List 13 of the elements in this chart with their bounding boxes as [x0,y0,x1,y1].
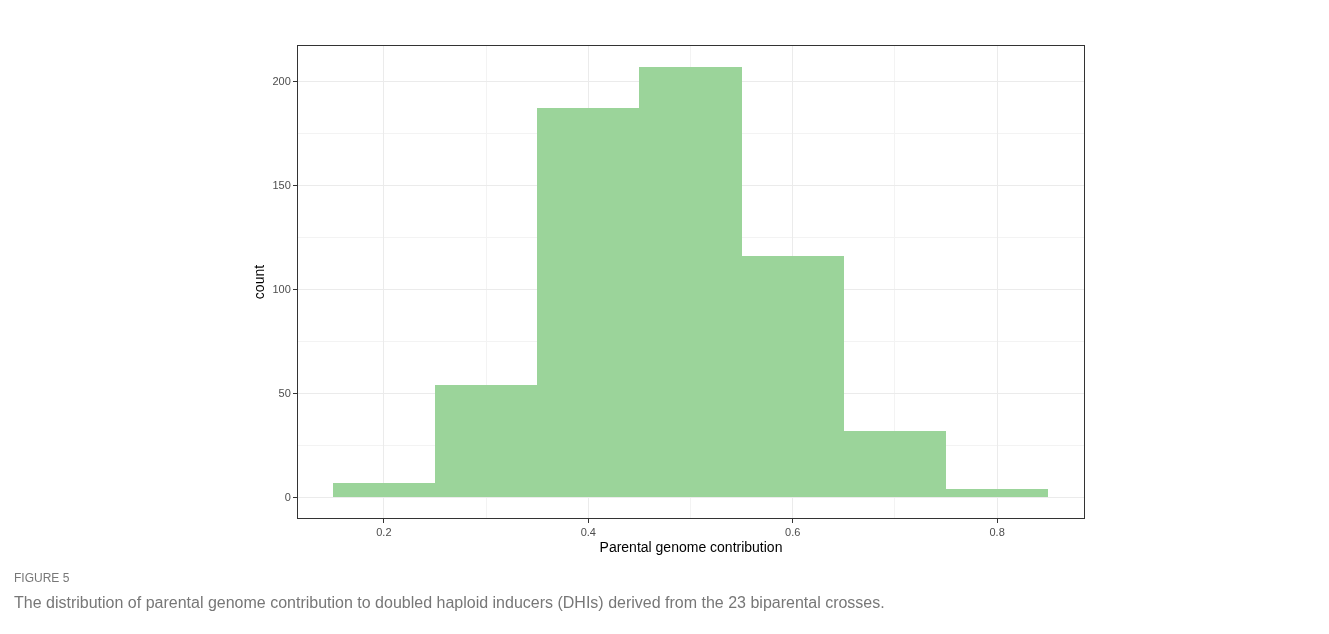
x-axis-title: Parental genome contribution [599,538,783,555]
caption: FIGURE 5 [14,571,70,585]
y-tick-label: 0 [284,491,291,504]
x-tick-label: 0.2 [376,526,392,539]
y-axis-title: count [251,264,268,300]
text: The distribution of parental genome contribution to doubled haploid inducers (DHIs) derived from the 23 biparental crosses. [14,594,885,611]
y-tick-label: 150 [272,179,291,192]
x-tick-label: 0.8 [989,526,1005,539]
x-tick-label: 0.6 [785,526,801,539]
y-tick-label: 100 [272,283,291,296]
y-tick-label: 50 [278,387,291,400]
x-tick-label: 0.4 [580,526,596,539]
y-tick-label: 200 [272,75,291,88]
